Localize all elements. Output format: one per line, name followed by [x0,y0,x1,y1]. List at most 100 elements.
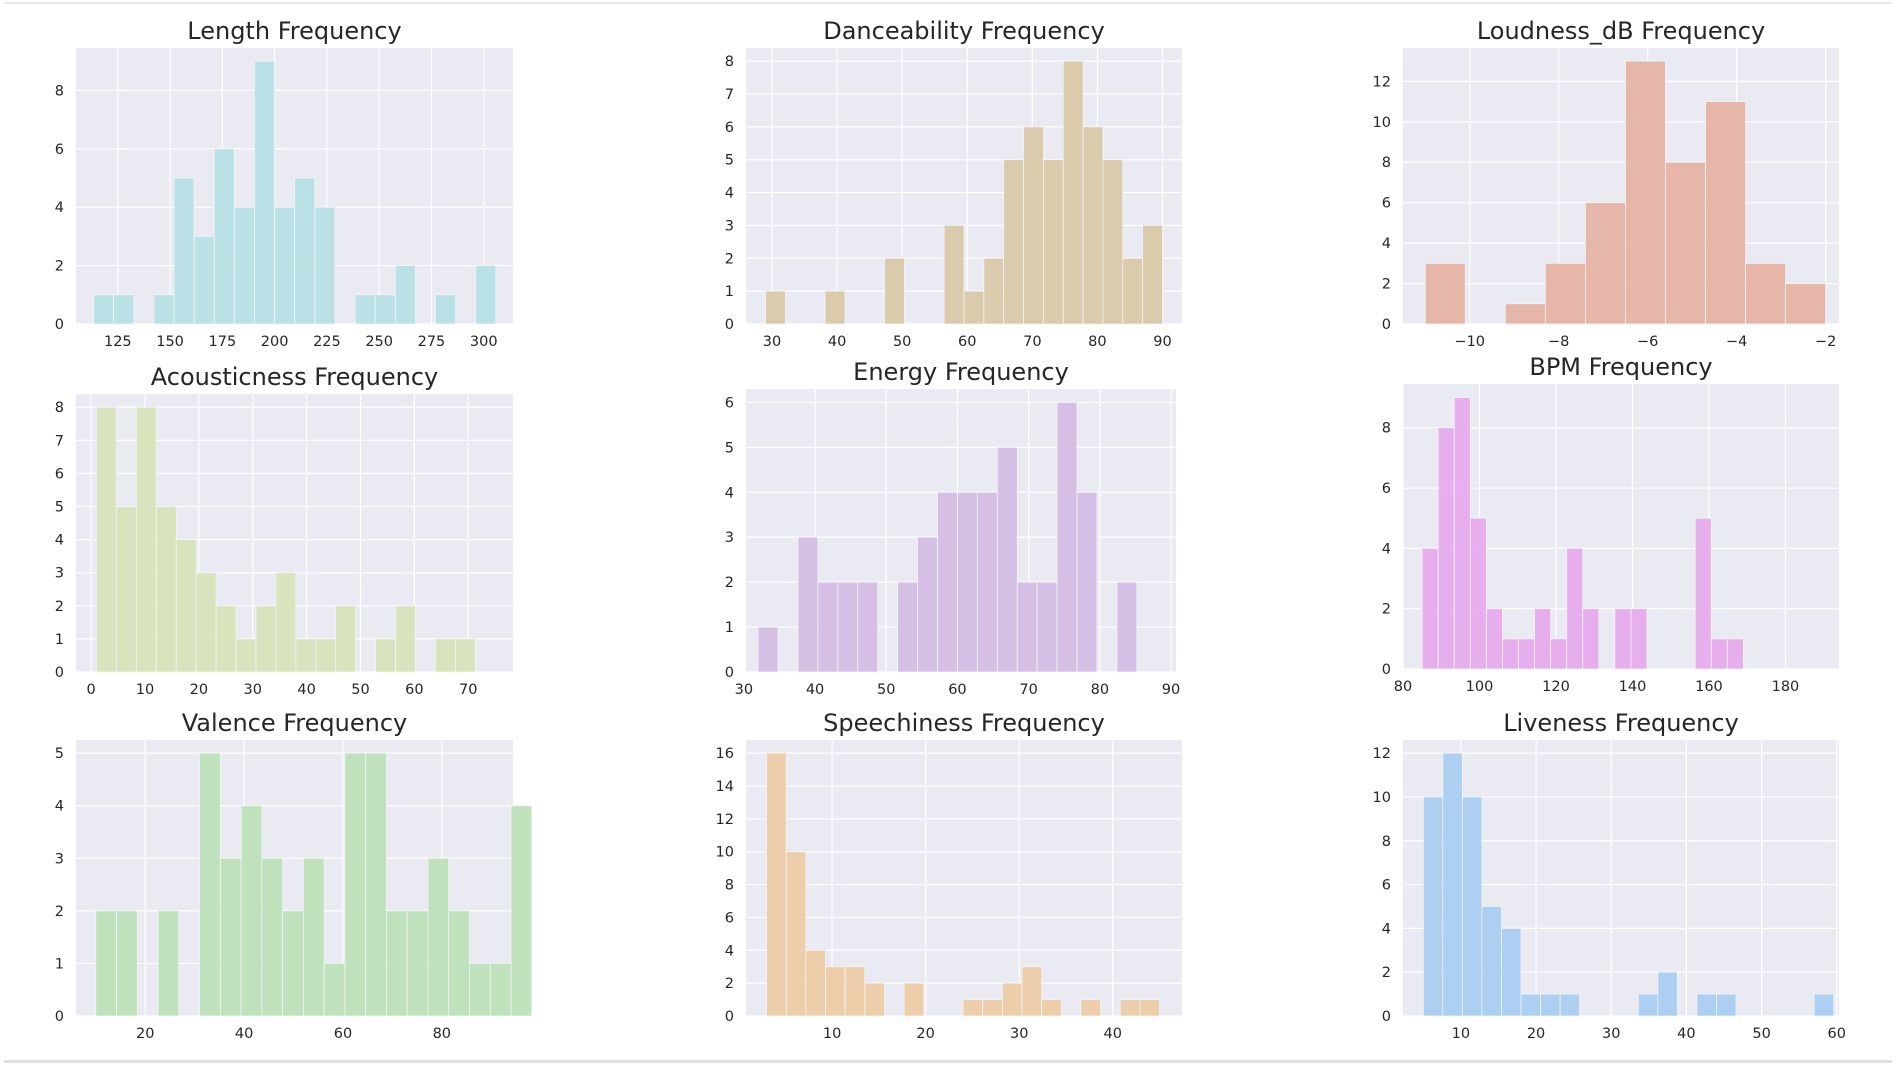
x-tick-label: 20 [916,1026,934,1042]
histogram-bar [825,966,846,1017]
histogram-bar [884,257,905,325]
y-tick-label: 0 [725,665,734,681]
y-tick-label: 0 [1382,317,1391,333]
x-tick-label: 20 [190,682,208,698]
histogram-bar [1003,159,1024,325]
histogram-bar [510,805,533,1017]
histogram-bar [435,638,456,673]
histogram-bar [1504,303,1546,325]
histogram-bar [1080,999,1102,1017]
histogram-bar [1585,202,1626,325]
x-tick-label: 150 [156,334,184,350]
histogram-bar [173,177,195,325]
y-tick-label: 12 [716,812,734,828]
histogram-bar [448,910,470,1017]
x-tick-label: −2 [1815,334,1836,350]
histogram-bar [1116,581,1138,673]
y-tick-label: 8 [1382,834,1391,850]
x-tick-label: 70 [1019,682,1037,698]
y-tick-label: 4 [55,533,64,549]
histogram-bar [1518,638,1535,670]
histogram-bar [1501,927,1522,1017]
histogram-bar [937,491,958,673]
histogram-bar [857,581,879,673]
x-tick-label: 70 [1023,334,1041,350]
x-tick-label: 90 [1153,334,1171,350]
histogram-bar [295,638,317,673]
x-tick-label: 80 [1088,334,1106,350]
y-tick-label: 5 [55,746,64,762]
y-tick-label: 4 [725,186,734,202]
histogram-bar [386,910,408,1017]
y-tick-label: 8 [55,400,64,416]
histogram-bar [157,910,180,1017]
histogram-bar [261,857,284,1017]
x-tick-label: 90 [1162,682,1180,698]
y-tick-label: 3 [55,566,64,582]
histogram-bar [982,999,1003,1017]
x-tick-label: 100 [1466,679,1494,695]
x-tick-label: 250 [365,334,393,350]
x-tick-label: −8 [1548,334,1569,350]
histogram-bar [93,294,115,325]
x-tick-label: 10 [136,682,154,698]
histogram-bar [837,581,859,673]
x-tick-label: 180 [1772,679,1800,695]
y-tick-label: 6 [725,120,734,136]
histogram-bar [1481,906,1502,1017]
histogram-bar [155,506,177,673]
histogram-bar [96,406,117,673]
y-tick-label: 6 [1382,481,1391,497]
histogram-bar [1042,159,1064,325]
y-tick-label: 4 [725,943,734,959]
y-tick-label: 0 [55,1009,64,1025]
y-tick-label: 0 [725,317,734,333]
chart-title: Length Frequency [187,17,401,45]
histogram-bar [1625,60,1666,325]
liveness-histogram: 10 20 30 40 50 60 0 2 4 6 8 10 12 Liveness Frequency [1373,709,1846,1042]
histogram-bar [805,949,826,1017]
x-tick-label: 0 [86,682,95,698]
histogram-bar [395,605,416,673]
y-tick-label: 2 [55,259,64,275]
histogram-bar [1550,638,1568,670]
histogram-bar [996,446,1018,673]
histogram-bar [427,857,450,1017]
y-tick-label: 1 [725,284,734,300]
histogram-bar [1559,993,1581,1017]
histogram-bar [1424,262,1466,325]
histogram-bar [797,536,819,673]
y-tick-label: 7 [725,87,734,103]
histogram-bar [1442,752,1463,1017]
y-tick-label: 8 [55,83,64,99]
histogram-bar [374,294,396,325]
histogram-bar [943,225,965,325]
y-tick-label: 6 [55,142,64,158]
x-tick-label: 225 [313,334,341,350]
histogram-bar [193,235,215,325]
y-tick-label: 0 [55,665,64,681]
histogram-bar [1422,796,1444,1017]
y-tick-label: 1 [725,620,734,636]
histogram-bar [233,206,255,325]
histogram-bar [766,752,787,1017]
y-tick-label: 6 [55,466,64,482]
x-tick-label: 80 [1091,682,1109,698]
histogram-bar [282,910,304,1017]
x-tick-label: 125 [104,334,132,350]
x-tick-label: −10 [1454,334,1485,350]
histogram-bar [1421,547,1439,670]
histogram-bar [116,506,137,673]
x-tick-label: 60 [1828,1026,1846,1042]
histogram-bar [406,910,429,1017]
histogram-bar [1785,283,1827,325]
histogram-bar [135,406,157,673]
histogram-bar [1469,517,1487,670]
histogram-bar [1139,999,1160,1017]
histogram-bar [275,572,297,673]
histogram-bar [1119,999,1141,1017]
y-tick-label: 8 [1382,421,1391,437]
histogram-bar [1716,993,1737,1017]
histogram-bar [1142,225,1163,325]
